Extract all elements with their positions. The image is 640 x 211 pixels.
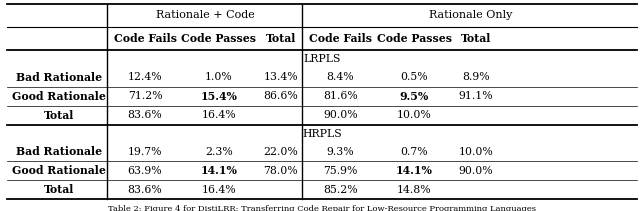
Text: 90.0%: 90.0% (459, 166, 493, 176)
Text: Code Passes: Code Passes (181, 33, 257, 44)
Text: Total: Total (44, 184, 74, 195)
Text: Rationale + Code: Rationale + Code (156, 10, 255, 20)
Text: Table 2: Figure 4 for DistiLRR: Transferring Code Repair for Low-Resource Progra: Table 2: Figure 4 for DistiLRR: Transfer… (108, 205, 536, 211)
Text: Bad Rationale: Bad Rationale (16, 72, 102, 83)
Text: Bad Rationale: Bad Rationale (16, 146, 102, 157)
Text: Good Rationale: Good Rationale (12, 91, 106, 102)
Text: 12.4%: 12.4% (128, 72, 163, 82)
Text: 86.6%: 86.6% (264, 91, 298, 101)
Text: 0.5%: 0.5% (401, 72, 428, 82)
Text: 83.6%: 83.6% (127, 110, 163, 120)
Text: 15.4%: 15.4% (200, 91, 237, 102)
Text: 81.6%: 81.6% (323, 91, 358, 101)
Text: 8.4%: 8.4% (326, 72, 354, 82)
Text: Total: Total (461, 33, 492, 44)
Text: 1.0%: 1.0% (205, 72, 233, 82)
Text: Code Fails: Code Fails (309, 33, 372, 44)
Text: Rationale Only: Rationale Only (429, 10, 513, 20)
Text: 0.7%: 0.7% (401, 147, 428, 157)
Text: HRPLS: HRPLS (302, 128, 342, 138)
Text: Code Fails: Code Fails (113, 33, 177, 44)
Text: 90.0%: 90.0% (323, 110, 358, 120)
Text: 9.3%: 9.3% (326, 147, 354, 157)
Text: 71.2%: 71.2% (128, 91, 163, 101)
Text: 22.0%: 22.0% (264, 147, 298, 157)
Text: 14.8%: 14.8% (397, 185, 431, 195)
Text: 75.9%: 75.9% (323, 166, 358, 176)
Text: Total: Total (266, 33, 296, 44)
Text: LRPLS: LRPLS (303, 54, 340, 64)
Text: 10.0%: 10.0% (459, 147, 493, 157)
Text: 16.4%: 16.4% (202, 110, 236, 120)
Text: Code Passes: Code Passes (377, 33, 452, 44)
Text: 16.4%: 16.4% (202, 185, 236, 195)
Text: 14.1%: 14.1% (396, 165, 433, 176)
Text: 2.3%: 2.3% (205, 147, 233, 157)
Text: Total: Total (44, 110, 74, 120)
Text: 10.0%: 10.0% (397, 110, 431, 120)
Text: 14.1%: 14.1% (200, 165, 237, 176)
Text: 85.2%: 85.2% (323, 185, 358, 195)
Text: 63.9%: 63.9% (128, 166, 163, 176)
Text: Good Rationale: Good Rationale (12, 165, 106, 176)
Text: 9.5%: 9.5% (399, 91, 429, 102)
Text: 78.0%: 78.0% (264, 166, 298, 176)
Text: 91.1%: 91.1% (459, 91, 493, 101)
Text: 8.9%: 8.9% (462, 72, 490, 82)
Text: 83.6%: 83.6% (127, 185, 163, 195)
Text: 13.4%: 13.4% (264, 72, 298, 82)
Text: 19.7%: 19.7% (128, 147, 163, 157)
